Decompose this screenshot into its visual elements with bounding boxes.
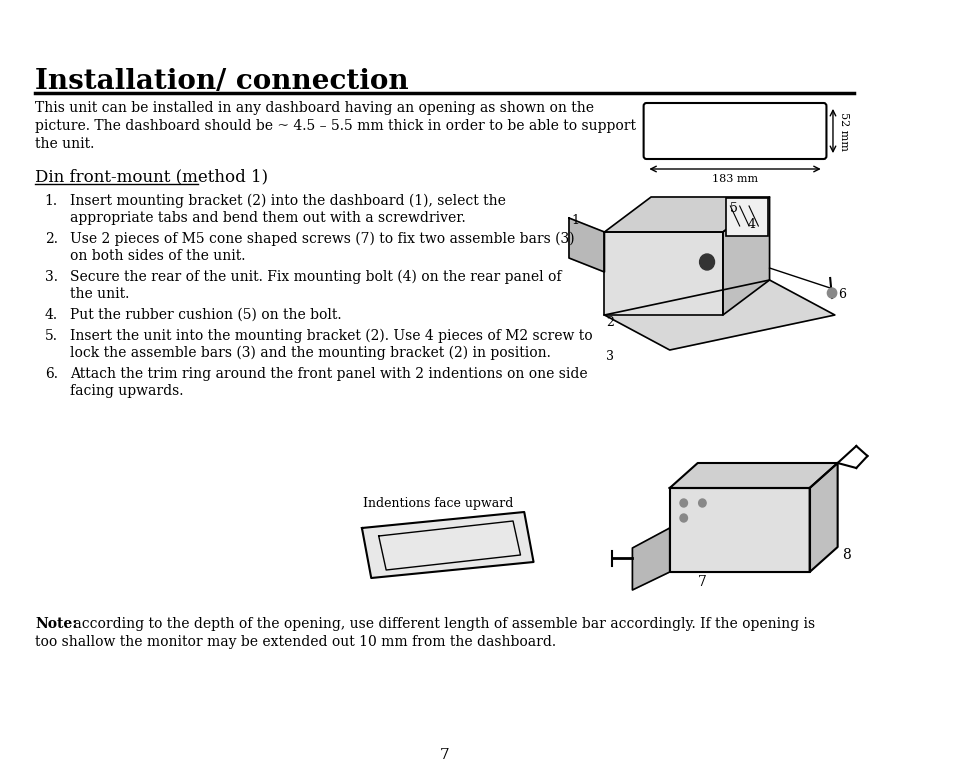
Text: on both sides of the unit.: on both sides of the unit. xyxy=(70,249,245,263)
Polygon shape xyxy=(722,197,769,315)
Polygon shape xyxy=(568,218,604,272)
Text: picture. The dashboard should be ~ 4.5 – 5.5 mm thick in order to be able to sup: picture. The dashboard should be ~ 4.5 –… xyxy=(35,119,636,133)
Text: the unit.: the unit. xyxy=(35,137,94,151)
Polygon shape xyxy=(669,463,837,488)
Bar xyxy=(725,198,767,236)
Text: 5: 5 xyxy=(730,202,738,215)
Text: Note:: Note: xyxy=(35,617,78,631)
Text: 2.: 2. xyxy=(45,232,58,246)
Text: 4.: 4. xyxy=(45,308,58,322)
Text: 6: 6 xyxy=(837,288,844,301)
Text: the unit.: the unit. xyxy=(70,287,130,301)
Text: Indentions face upward: Indentions face upward xyxy=(363,497,513,510)
Text: Put the rubber cushion (5) on the bolt.: Put the rubber cushion (5) on the bolt. xyxy=(70,308,341,322)
Text: Use 2 pieces of M5 cone shaped screws (7) to fix two assemble bars (3): Use 2 pieces of M5 cone shaped screws (7… xyxy=(70,232,574,246)
Text: 6.: 6. xyxy=(45,367,58,381)
Polygon shape xyxy=(604,280,834,350)
Text: appropriate tabs and bend them out with a screwdriver.: appropriate tabs and bend them out with … xyxy=(70,211,465,225)
Text: Secure the rear of the unit. Fix mounting bolt (4) on the rear panel of: Secure the rear of the unit. Fix mountin… xyxy=(70,270,561,284)
Polygon shape xyxy=(809,463,837,572)
Text: 52 mm: 52 mm xyxy=(838,112,847,151)
Circle shape xyxy=(679,499,687,507)
Text: Din front-mount (method 1): Din front-mount (method 1) xyxy=(35,168,269,185)
Circle shape xyxy=(698,499,705,507)
Polygon shape xyxy=(669,488,809,572)
Text: 183 mm: 183 mm xyxy=(711,174,758,184)
Circle shape xyxy=(699,254,714,270)
Text: 3.: 3. xyxy=(45,270,58,284)
Text: 3: 3 xyxy=(606,350,614,363)
Text: too shallow the monitor may be extended out 10 mm from the dashboard.: too shallow the monitor may be extended … xyxy=(35,635,556,649)
Text: 2: 2 xyxy=(606,316,614,329)
Polygon shape xyxy=(632,528,669,590)
Circle shape xyxy=(826,288,836,298)
Circle shape xyxy=(679,514,687,522)
Text: 1: 1 xyxy=(571,214,579,227)
FancyBboxPatch shape xyxy=(643,103,825,159)
Text: Insert the unit into the mounting bracket (2). Use 4 pieces of M2 screw to: Insert the unit into the mounting bracke… xyxy=(70,329,592,344)
Polygon shape xyxy=(604,197,769,232)
Text: according to the depth of the opening, use different length of assemble bar acco: according to the depth of the opening, u… xyxy=(69,617,814,631)
Text: facing upwards.: facing upwards. xyxy=(70,384,183,398)
Text: 7: 7 xyxy=(439,748,449,762)
Text: Insert mounting bracket (2) into the dashboard (1), select the: Insert mounting bracket (2) into the das… xyxy=(70,194,505,209)
Text: 4: 4 xyxy=(747,218,756,231)
Text: Installation/ connection: Installation/ connection xyxy=(35,68,409,95)
Text: 5.: 5. xyxy=(45,329,58,343)
Text: Attach the trim ring around the front panel with 2 indentions on one side: Attach the trim ring around the front pa… xyxy=(70,367,587,381)
Text: 8: 8 xyxy=(841,548,850,562)
Text: This unit can be installed in any dashboard having an opening as shown on the: This unit can be installed in any dashbo… xyxy=(35,101,594,115)
Polygon shape xyxy=(361,512,533,578)
Polygon shape xyxy=(604,232,722,315)
Text: lock the assemble bars (3) and the mounting bracket (2) in position.: lock the assemble bars (3) and the mount… xyxy=(70,346,550,360)
Text: 7: 7 xyxy=(697,575,706,589)
Text: 1.: 1. xyxy=(45,194,58,208)
